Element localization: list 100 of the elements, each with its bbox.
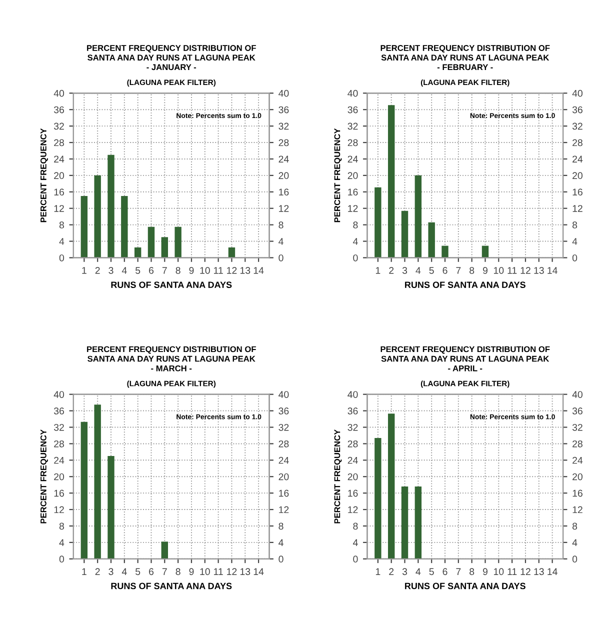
y2-tick-label: 16 [279,188,289,196]
bar [94,175,101,258]
y-tick-label: 0 [353,556,358,563]
x-tick-label: 9 [189,267,194,274]
y2-tick-label: 20 [572,172,582,180]
x-tick-label: 13 [534,267,544,274]
y-tick-label: 20 [348,473,358,480]
x-tick-label: 8 [470,568,474,576]
y-tick-label: 0 [353,254,358,262]
y-tick-label: 8 [353,522,358,530]
x-tick-label: 8 [176,568,180,576]
x-axis-title: RUNS OF SANTA ANA DAYS [111,282,232,288]
y2-tick-label: 0 [278,556,284,563]
x-tick-label: 12 [227,267,237,274]
y-tick-label: 20 [348,172,358,180]
y2-tick-label: 8 [278,522,284,530]
y2-tick-label: 28 [278,440,289,448]
y2-tick-label: 0 [278,254,284,262]
y2-tick-label: 32 [278,122,289,130]
bar [148,226,155,258]
x-tick-label: 4 [122,267,127,274]
bar [94,404,101,559]
y-tick-label: 40 [348,391,358,398]
bar [401,486,408,559]
y-tick-label: 32 [348,424,358,431]
y2-tick-label: 32 [278,424,289,431]
y-tick-label: 16 [348,188,358,196]
bar [401,210,408,258]
y2-tick-label: 28 [572,440,582,448]
y2-tick-label: 0 [572,556,578,563]
y-tick-label: 32 [348,122,358,130]
x-tick-label: 3 [402,267,408,274]
y2-tick-label: 0 [572,254,578,262]
y2-tick-label: 40 [278,90,289,97]
x-tick-label: 6 [149,267,154,274]
x-tick-label: 10 [494,568,504,576]
y2-tick-label: 36 [278,408,289,414]
x-tick-label: 10 [200,568,210,576]
x-tick-label: 1 [376,568,380,575]
y2-tick-label: 20 [572,473,582,480]
bar [80,422,88,559]
x-tick-label: 10 [200,267,210,274]
bar [121,196,128,258]
y2-tick-label: 4 [572,539,578,546]
x-tick-label: 1 [376,267,380,274]
y2-tick-label: 28 [572,139,582,146]
x-tick-label: 13 [534,568,544,576]
x-tick-label: 13 [240,568,250,576]
y2-tick-label: 40 [572,90,582,97]
y-tick-label: 24 [54,156,64,162]
y-axis-title: PERCENT FREQUENCY [40,430,48,524]
chart-title: PERCENT FREQUENCY DISTRIBUTION OF SANTA ANA DAY RUNS AT LAGUNA PEAK - JANUARY - [87,45,256,70]
x-tick-label: 1 [82,267,86,274]
x-tick-label: 5 [429,267,434,274]
x-tick-label: 8 [176,267,180,274]
chart-title: PERCENT FREQUENCY DISTRIBUTION OF SANTA ANA DAY RUNS AT LAGUNA PEAK - FEBRUARY - [380,45,550,70]
x-tick-label: 12 [227,568,237,575]
x-tick-label: 9 [189,568,194,576]
y2-tick-label: 20 [278,172,289,180]
bar [442,246,448,258]
x-tick-label: 11 [508,267,517,274]
bar [161,237,168,258]
y-tick-label: 28 [54,139,64,146]
x-axis-title: RUNS OF SANTA ANA DAYS [111,582,232,590]
y2-tick-label: 28 [278,139,289,146]
y-tick-label: 20 [54,172,64,180]
x-tick-label: 9 [482,568,488,576]
x-tick-label: 10 [494,267,504,274]
bar [108,456,114,559]
bar [388,414,395,559]
y-tick-label: 4 [59,539,64,546]
x-tick-label: 14 [548,267,558,274]
y-tick-label: 24 [348,156,358,162]
y2-tick-label: 4 [278,238,284,245]
bar [414,486,422,559]
y2-tick-label: 24 [572,456,583,464]
y-tick-label: 8 [59,522,64,530]
x-tick-label: 5 [136,267,140,274]
y2-tick-label: 12 [279,506,289,514]
x-tick-label: 14 [254,267,264,274]
bar [80,196,88,258]
x-tick-label: 7 [162,568,167,575]
x-tick-label: 12 [520,267,530,274]
bar [374,187,382,258]
y-tick-label: 4 [59,238,64,245]
x-tick-label: 4 [122,568,127,575]
y2-tick-label: 16 [572,490,582,497]
y-tick-label: 4 [352,238,358,245]
x-tick-label: 4 [416,568,421,575]
x-tick-label: 6 [149,568,154,576]
bar [174,226,182,258]
y2-tick-label: 40 [572,391,582,398]
y-tick-label: 36 [54,106,64,114]
y-tick-label: 8 [59,222,64,228]
y2-tick-label: 36 [278,106,289,114]
y-tick-label: 12 [54,506,64,514]
y-tick-label: 8 [353,222,358,228]
x-tick-label: 6 [442,568,448,576]
chart-title: PERCENT FREQUENCY DISTRIBUTION OF SANTA ANA DAY RUNS AT LAGUNA PEAK - APRIL - [380,346,550,372]
y-tick-label: 36 [348,408,358,414]
